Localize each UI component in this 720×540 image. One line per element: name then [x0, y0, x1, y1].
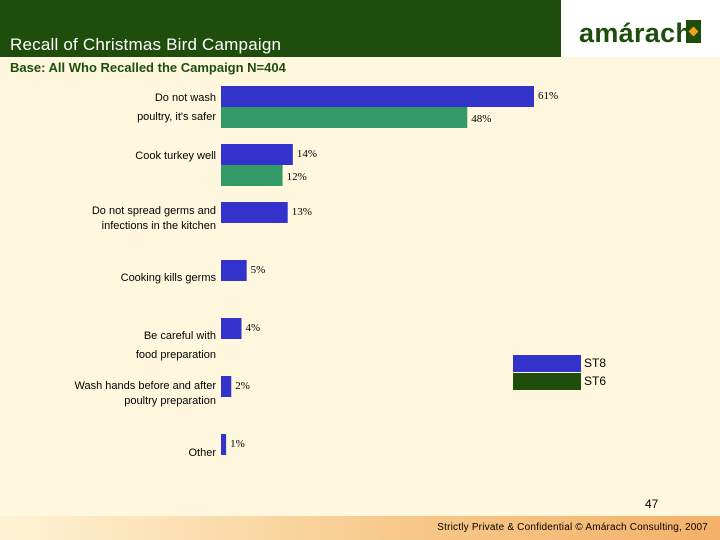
bar-st6	[221, 107, 468, 128]
data-label: 48%	[471, 113, 491, 125]
category-label: Wash hands before and after	[75, 380, 217, 392]
bar-st8	[221, 86, 534, 107]
category-label: Do not spread germs and	[92, 205, 216, 217]
footer-bar: Strictly Private & Confidential © Amárac…	[0, 516, 720, 540]
category-label: Be careful with	[144, 330, 216, 342]
legend-label-st6: ST6	[584, 374, 607, 388]
data-label: 4%	[246, 322, 261, 334]
data-label: 5%	[251, 264, 266, 276]
bar-st8	[221, 202, 288, 223]
bar-st8	[221, 434, 227, 455]
data-label: 13%	[292, 206, 312, 218]
data-label: 2%	[235, 380, 250, 392]
bar-st6	[221, 165, 283, 186]
data-label: 14%	[297, 148, 317, 160]
legend-swatch-st6	[513, 373, 581, 390]
page-subtitle: Base: All Who Recalled the Campaign N=40…	[10, 60, 286, 75]
category-label: food preparation	[136, 349, 216, 361]
footer-text: Strictly Private & Confidential © Amárac…	[437, 522, 708, 533]
category-label: poultry, it's safer	[137, 111, 216, 123]
bar-st8	[221, 376, 232, 397]
data-label: 1%	[230, 438, 245, 450]
logo-icon	[686, 20, 701, 43]
category-label: infections in the kitchen	[102, 220, 216, 232]
category-label: poultry preparation	[124, 395, 216, 407]
bar-st8	[221, 318, 242, 339]
legend-item-st8: ST8	[513, 355, 631, 372]
header-bar: Recall of Christmas Bird Campaign	[0, 0, 561, 57]
data-label: 12%	[287, 171, 307, 183]
category-label: Other	[188, 447, 216, 459]
bar-st8	[221, 260, 247, 281]
data-label: 61%	[538, 90, 558, 102]
chart-legend: ST8 ST6	[513, 355, 631, 392]
page-title: Recall of Christmas Bird Campaign	[10, 35, 282, 54]
logo: amárach	[561, 0, 720, 57]
category-label: Cook turkey well	[135, 150, 216, 162]
category-label: Cooking kills germs	[121, 272, 217, 284]
legend-swatch-st8	[513, 355, 581, 372]
page-number: 47	[645, 497, 659, 511]
legend-item-st6: ST6	[513, 373, 631, 390]
legend-label-st8: ST8	[584, 356, 607, 370]
category-label: Do not wash	[155, 92, 216, 104]
logo-text: amárach	[579, 18, 693, 48]
bar-st8	[221, 144, 293, 165]
